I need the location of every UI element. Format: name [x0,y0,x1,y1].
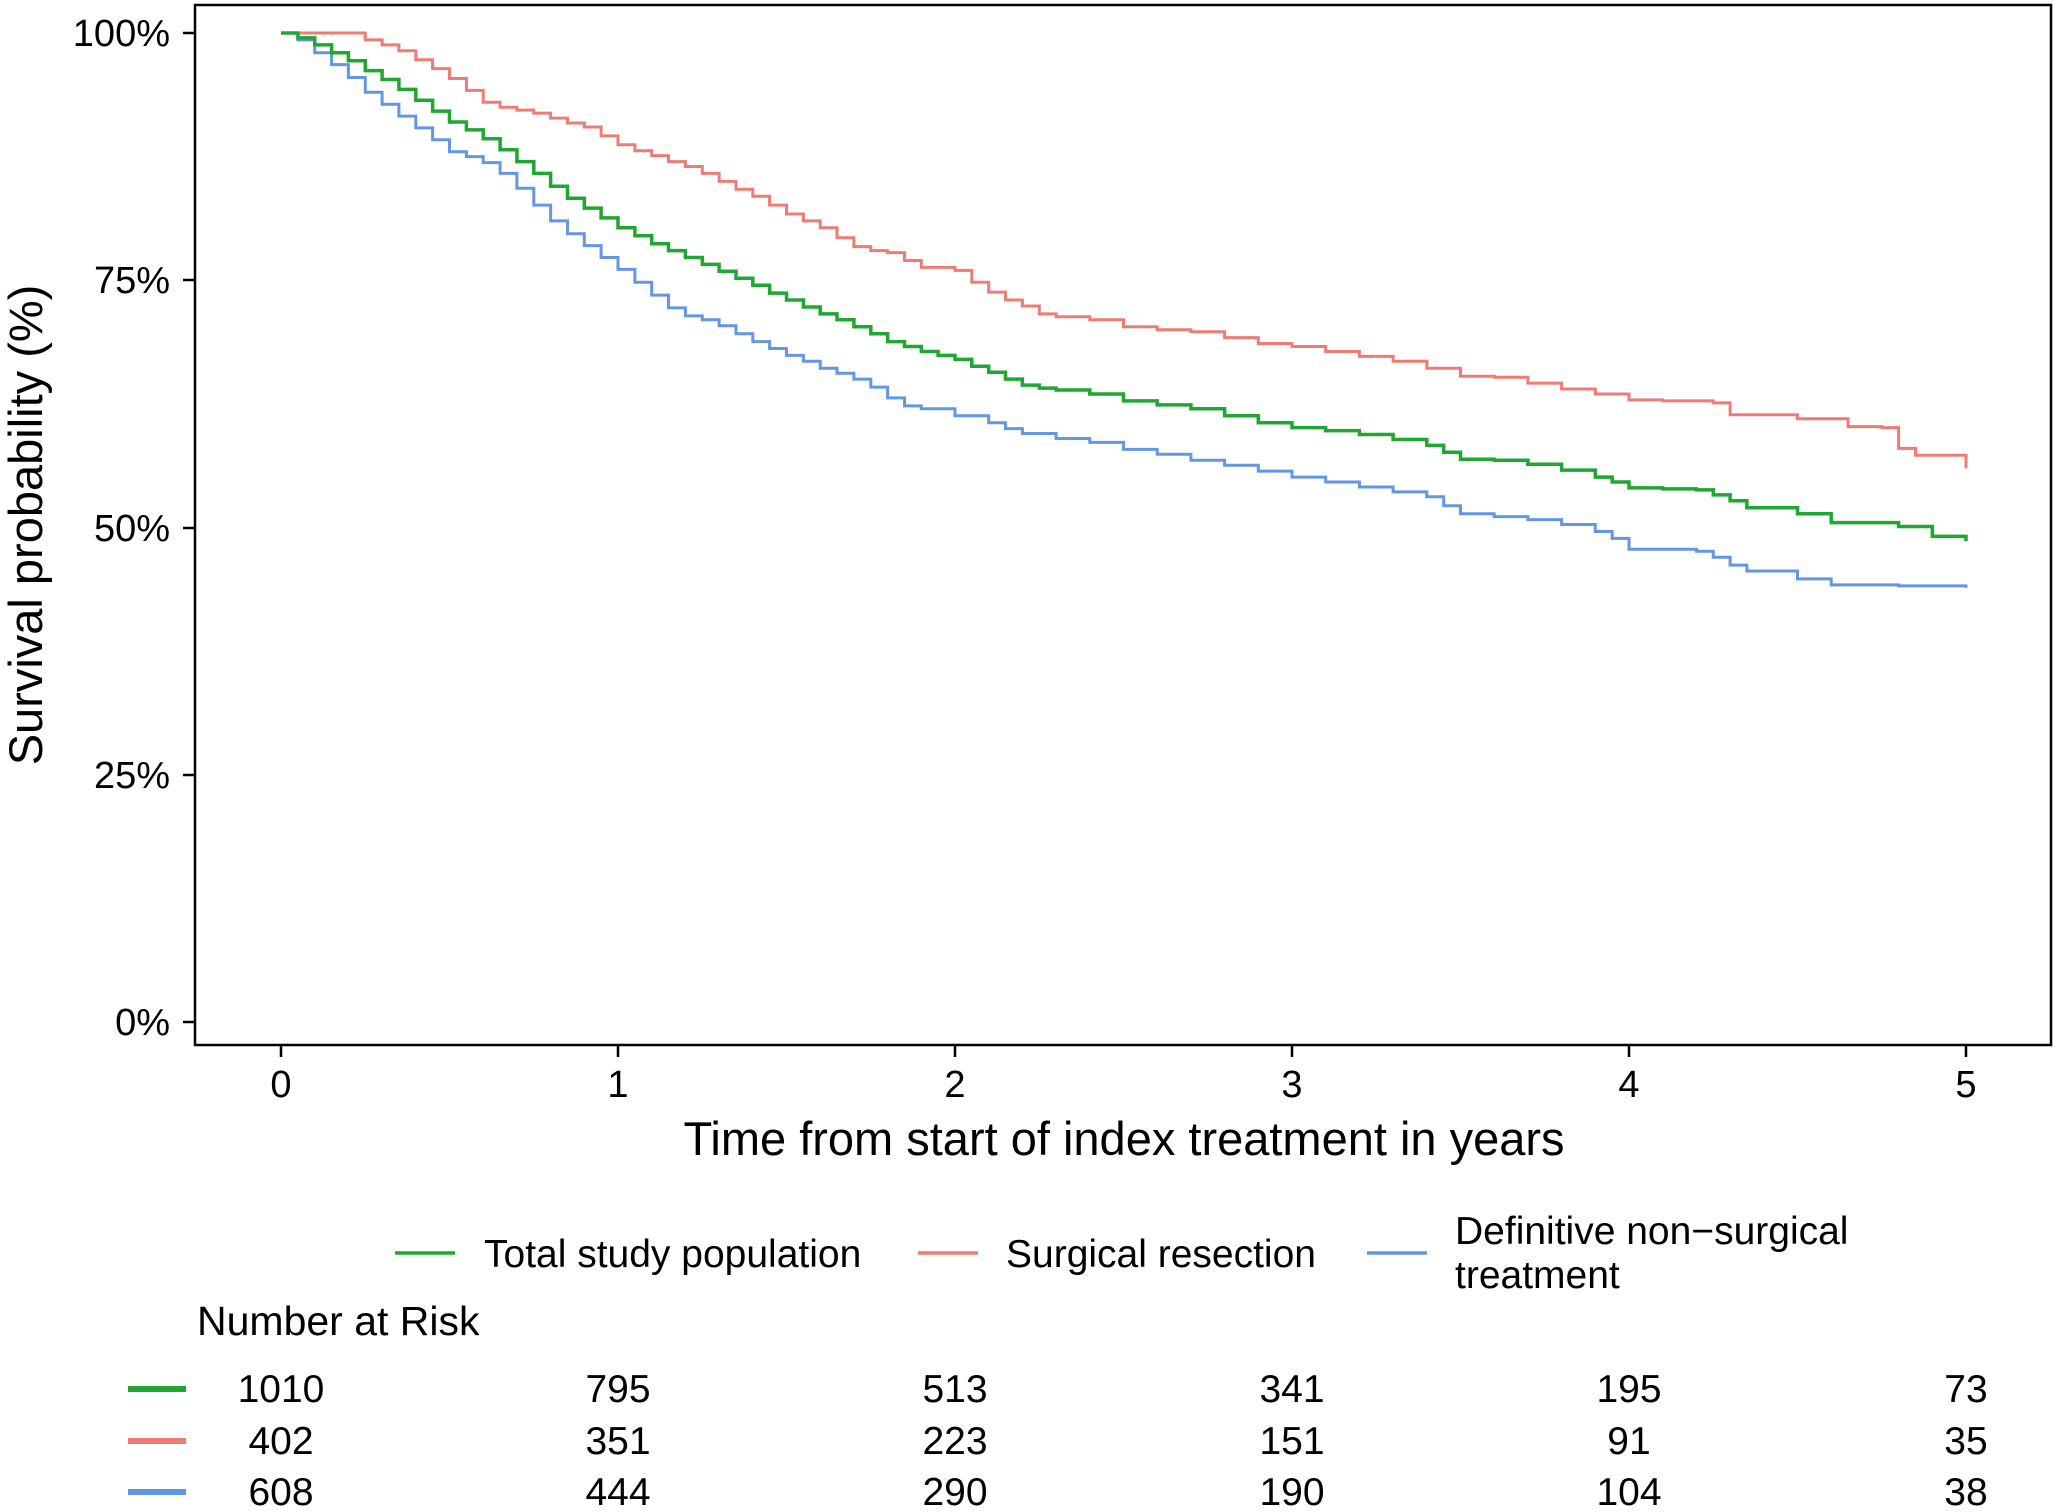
risk-value: 38 [1944,1471,1987,1512]
plot-panel [193,3,2053,1047]
x-tick-label: 0 [270,1064,291,1106]
curve-definitive-non-surgical [281,31,1968,588]
legend-label-total: Total study population [484,1233,861,1276]
risk-value: 341 [1259,1368,1324,1411]
risk-value: 91 [1607,1420,1650,1463]
y-tick-label: 100% [73,13,170,55]
risk-value: 290 [922,1471,987,1512]
risk-value: 35 [1944,1420,1987,1463]
risk-value: 151 [1259,1420,1324,1463]
x-axis: 0 1 2 3 4 5 [270,1045,1977,1106]
risk-value: 195 [1596,1368,1661,1411]
risk-table: Number at Risk 1010 795 513 341 195 73 4… [128,1298,1988,1512]
y-axis-title: Survival probability (%) [0,285,52,766]
legend: Total study population Surgical resectio… [395,1210,1848,1297]
y-axis: 0% 25% 50% 75% 100% [73,13,195,1044]
risk-value: 513 [922,1368,987,1411]
risk-value: 402 [248,1420,313,1463]
legend-label-non-surgical-line2: treatment [1455,1254,1620,1297]
risk-value: 223 [922,1420,987,1463]
y-tick-label: 50% [94,508,170,550]
x-tick-label: 1 [607,1064,628,1106]
x-tick-label: 5 [1955,1064,1976,1106]
x-tick-label: 2 [944,1064,965,1106]
curve-surgical-resection [281,31,1968,469]
x-tick-label: 4 [1618,1064,1639,1106]
risk-value: 444 [585,1471,650,1512]
y-tick-label: 75% [94,260,170,302]
legend-label-surgical: Surgical resection [1006,1233,1316,1276]
y-tick-label: 0% [115,1002,170,1044]
risk-value: 608 [248,1471,313,1512]
curve-total-study-population [281,31,1968,542]
risk-value: 73 [1944,1368,1987,1411]
risk-table-title: Number at Risk [197,1298,480,1344]
curves [281,31,1968,588]
legend-label-non-surgical: Definitive non−surgical [1455,1210,1848,1253]
y-tick-label: 25% [94,755,170,797]
risk-value: 795 [585,1368,650,1411]
x-axis-title: Time from start of index treatment in ye… [683,1112,1564,1165]
x-tick-label: 3 [1281,1064,1302,1106]
risk-value: 1010 [238,1368,325,1411]
risk-value: 104 [1596,1471,1661,1512]
risk-value: 190 [1259,1471,1324,1512]
risk-value: 351 [585,1420,650,1463]
